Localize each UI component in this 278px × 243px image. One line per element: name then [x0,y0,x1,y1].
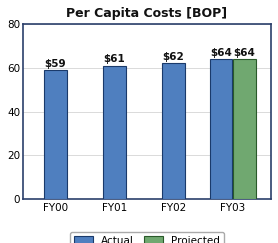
Text: $64: $64 [210,48,232,58]
Text: $64: $64 [234,48,255,58]
Title: Per Capita Costs [BOP]: Per Capita Costs [BOP] [66,7,227,20]
Bar [233,59,256,199]
Text: $59: $59 [44,59,66,69]
Text: $61: $61 [104,54,125,64]
Text: $62: $62 [163,52,184,62]
Bar [103,66,126,199]
Bar [162,63,185,199]
Legend: Actual, Projected: Actual, Projected [70,232,224,243]
Bar [44,70,66,199]
Bar [210,59,232,199]
